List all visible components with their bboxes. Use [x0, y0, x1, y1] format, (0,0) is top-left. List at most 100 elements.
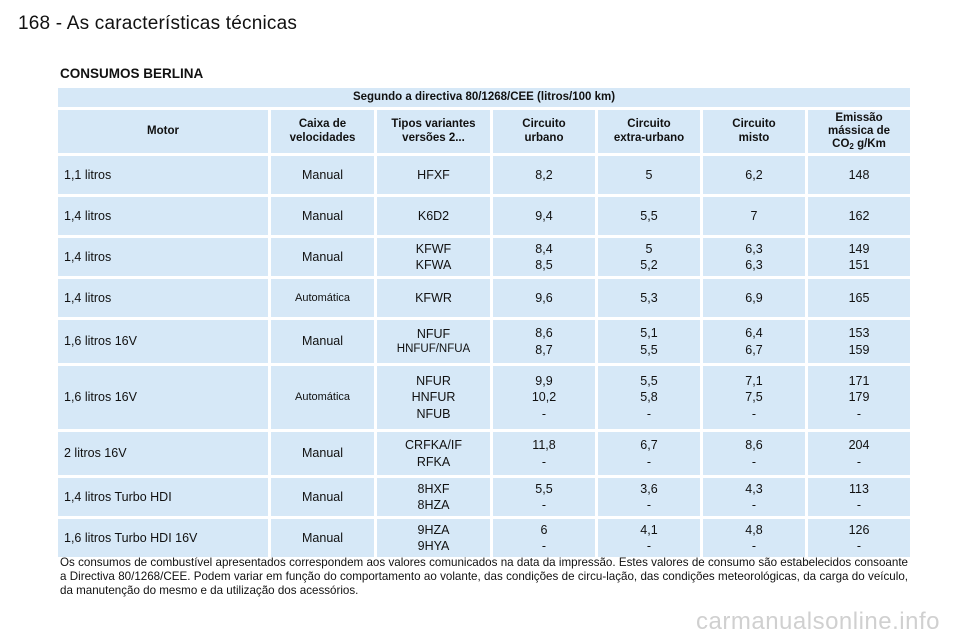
cell-value: NFUR [416, 373, 451, 388]
cell-misto: 8,6 - [703, 432, 805, 475]
cell-value: - [646, 406, 652, 421]
cell-urbano: 9,9 10,2- [493, 366, 595, 429]
cell-motor: 1,4 litros [58, 238, 268, 276]
cell-value: 8,7 [535, 342, 553, 357]
cell-value: 149 [848, 241, 870, 256]
cell-value: - [646, 539, 652, 553]
cell-tipos: NFUR HNFUR NFUB [377, 366, 490, 429]
cell-value: 8HZA [417, 498, 450, 512]
cell-extra: 3,6 - [598, 478, 700, 516]
cell-value: 8,6 [535, 326, 553, 340]
cell-gearbox: Manual [271, 197, 374, 235]
cell-urbano: 8,2 [493, 156, 595, 194]
cell-tipos: NFUF HNFUF/NFUA [377, 320, 490, 363]
cell-value: 11,8 [532, 438, 556, 452]
cell-value: 9,6 [535, 290, 553, 305]
cell-value: 8,5 [535, 258, 553, 272]
cell-misto: 6,2 [703, 156, 805, 194]
cell-value: - [646, 498, 652, 512]
watermark-logo: carmanualsonline.info [696, 608, 940, 635]
table-row: 1,4 litros Manual KFWF KFWA 8,4 8,5 5 5,2 6,3 6,3… [58, 238, 910, 276]
table-row: 1,1 litros Manual HFXF 8,2 5 6,2 148 [58, 156, 910, 194]
cell-value: 7,5 [745, 390, 763, 405]
cell-motor: 1,6 litros 16V [58, 366, 268, 429]
footnote: Os consumos de combustível apresentados … [60, 556, 908, 597]
header-motor: Motor [58, 110, 268, 153]
cell-motor: 1,1 litros [58, 156, 268, 194]
cell-value: - [856, 454, 862, 469]
cell-value: - [541, 454, 547, 469]
table-row: 1,4 litros Turbo HDI Manual 8HXF 8HZA 5,5-3,… [58, 478, 910, 516]
cell-urbano: 11,8 - [493, 432, 595, 475]
cell-urbano: 8,6 8,7 [493, 320, 595, 363]
cell-motor: 1,4 litros [58, 197, 268, 235]
cell-value: 8,6 [745, 438, 763, 452]
cell-value: - [751, 498, 757, 512]
header-co2-emission: Emissão mássica de CO2 g/Km [808, 110, 910, 153]
cell-gearbox: Manual [271, 432, 374, 475]
cell-value: CRFKA/IF [405, 438, 462, 452]
header-urban-circuit: Circuito urbano [493, 110, 595, 153]
cell-extra: 4,1 - [598, 519, 700, 557]
cell-extra: 5,5 5,8- [598, 366, 700, 429]
cell-value: - [646, 454, 652, 469]
cell-tipos: KFWR [377, 279, 490, 317]
cell-gearbox: Automática [271, 366, 374, 429]
cell-motor: 2 litros 16V [58, 432, 268, 475]
cell-co2: 171 179- [808, 366, 910, 429]
cell-value: 6,9 [745, 290, 763, 305]
header-gearbox: Caixa de velocidades [271, 110, 374, 153]
cell-value: K6D2 [417, 208, 450, 223]
cell-value: 126 [848, 522, 870, 537]
cell-value: 6,4 [745, 326, 763, 340]
cell-co2: 153 159 [808, 320, 910, 363]
cell-value: 8,4 [535, 241, 553, 256]
table-row: 1,6 litros 16V Automática NFUR HNFUR NFUB 9,9… [58, 366, 910, 429]
cell-tipos: 8HXF 8HZA [377, 478, 490, 516]
cell-tipos: KFWF KFWA [377, 238, 490, 276]
cell-misto: 7,1 7,5- [703, 366, 805, 429]
cell-motor: 1,6 litros Turbo HDI 16V [58, 519, 268, 557]
cell-value: 9HYA [417, 539, 450, 553]
cell-misto: 7 [703, 197, 805, 235]
cell-value: 3,6 [640, 481, 658, 496]
table-body: 1,1 litros Manual HFXF 8,2 5 6,2 148 1,4 litros… [58, 156, 910, 557]
cell-value: - [541, 498, 547, 512]
cell-value: 5,1 [640, 326, 658, 340]
cell-tipos: 9HZA 9HYA [377, 519, 490, 557]
cell-gearbox: Manual [271, 478, 374, 516]
table-row: 2 litros 16V Manual CRFKA/IF RFKA 11,8-6,7-8… [58, 432, 910, 475]
cell-co2: 162 [808, 197, 910, 235]
cell-value: 7,1 [745, 373, 763, 388]
cell-extra: 5,3 [598, 279, 700, 317]
table-row: 1,6 litros Turbo HDI 16V Manual 9HZA 9HYA 6-… [58, 519, 910, 557]
cell-gearbox: Manual [271, 156, 374, 194]
cell-value: 179 [848, 390, 870, 405]
cell-extra: 5 [598, 156, 700, 194]
cell-urbano: 9,4 [493, 197, 595, 235]
header-mixed-circuit: Circuito misto [703, 110, 805, 153]
cell-value: - [856, 539, 862, 553]
consumption-table: Segundo a directiva 80/1268/CEE (litros/… [55, 85, 913, 560]
cell-co2: 113 - [808, 478, 910, 516]
cell-value: - [856, 498, 862, 512]
cell-co2: 126 - [808, 519, 910, 557]
cell-value: 4,3 [745, 481, 763, 496]
cell-gearbox: Automática [271, 279, 374, 317]
cell-value: 153 [848, 326, 870, 340]
cell-misto: 4,8 - [703, 519, 805, 557]
cell-motor: 1,6 litros 16V [58, 320, 268, 363]
cell-value: 148 [848, 167, 870, 182]
cell-co2: 165 [808, 279, 910, 317]
page-header: 168 - As características técnicas [18, 13, 298, 34]
cell-value: - [856, 406, 862, 421]
cell-value: HNFUR [411, 390, 456, 405]
cell-value: - [541, 539, 547, 553]
cell-value: KFWA [415, 258, 452, 272]
cell-urbano: 9,6 [493, 279, 595, 317]
cell-value: NFUF [416, 326, 451, 341]
cell-value: HNFUF/NFUA [396, 343, 471, 356]
cell-value: 6,2 [745, 167, 763, 182]
cell-value: RFKA [416, 454, 451, 469]
cell-urbano: 5,5 - [493, 478, 595, 516]
